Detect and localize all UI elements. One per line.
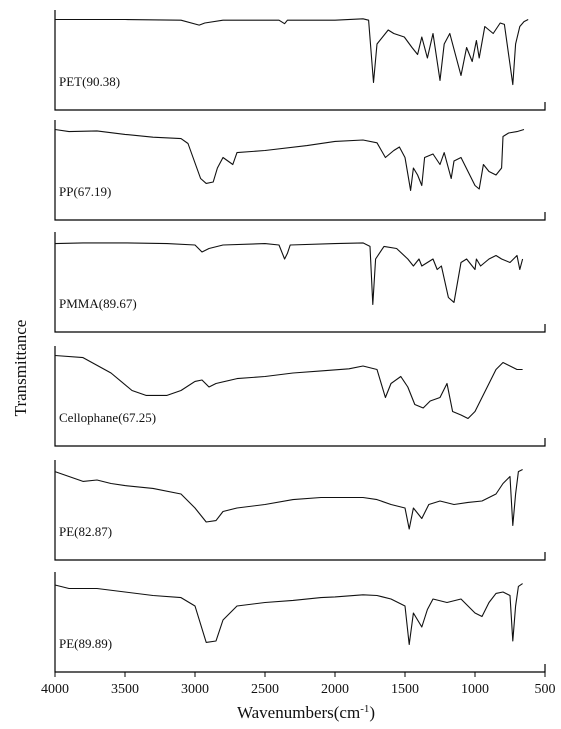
spectrum-line — [54, 128, 525, 191]
panel-frame — [54, 572, 546, 673]
spectrum-panel: PET(90.38) — [54, 10, 546, 111]
x-tick-label: 2500 — [251, 682, 279, 697]
spectra-panels: PET(90.38) PP(67.19) PMMA(89.67) Cellophane… — [54, 10, 546, 673]
spectrum-line — [55, 18, 529, 86]
x-tick-label: 4000 — [41, 682, 69, 697]
x-axis-label: Wavenumbers(cm-1) — [237, 703, 375, 722]
series-label: PP(67.19) — [59, 184, 111, 199]
series-label: Cellophane(67.25) — [59, 410, 156, 425]
x-tick-label: 2000 — [321, 682, 349, 697]
series-label: PE(82.87) — [59, 524, 112, 539]
series-label: PE(89.89) — [59, 636, 112, 651]
x-tick-label: 3000 — [181, 682, 209, 697]
panel-frame — [54, 346, 546, 447]
x-tick-label: 500 — [535, 682, 556, 697]
panel-frame — [54, 232, 546, 333]
spectrum-panel: PE(89.89) — [54, 572, 546, 673]
spectrum-line — [54, 242, 524, 306]
spectrum-line — [54, 469, 523, 530]
panel-frame — [54, 10, 546, 111]
series-label: PMMA(89.67) — [59, 296, 137, 311]
spectrum-panel: PMMA(89.67) — [54, 232, 546, 333]
x-tick-label: 3500 — [111, 682, 139, 697]
x-axis-label-sup: -1 — [360, 703, 369, 715]
x-axis-label-close: ) — [369, 703, 375, 722]
x-tick-label: 1500 — [391, 682, 419, 697]
spectrum-line — [54, 583, 523, 646]
spectrum-panel: PE(82.87) — [54, 460, 546, 561]
panel-frame — [54, 460, 546, 561]
series-label: PET(90.38) — [59, 74, 120, 89]
spectrum-panel: PP(67.19) — [54, 120, 546, 221]
panel-frame — [54, 120, 546, 221]
x-axis-label-main: Wavenumbers(cm — [237, 703, 360, 722]
y-axis-label: Transmittance — [11, 320, 30, 417]
x-axis: 4000 3500 3000 2500 2000 1500 1000 500 — [41, 672, 556, 697]
spectrum-panel: Cellophane(67.25) — [54, 346, 546, 447]
spectrum-line — [54, 354, 523, 420]
x-tick-label: 1000 — [461, 682, 489, 697]
